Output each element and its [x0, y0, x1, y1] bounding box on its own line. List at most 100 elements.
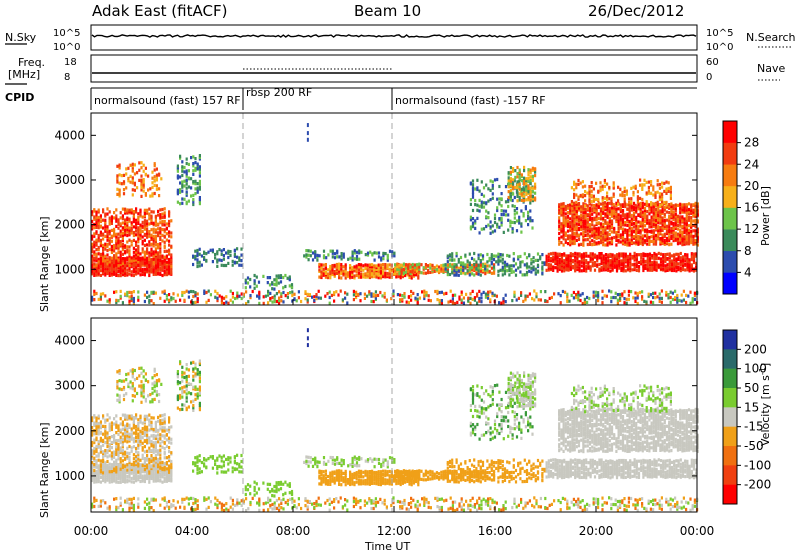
power-echo-cell [339, 289, 342, 293]
power-echo-cell [152, 272, 155, 276]
power-echo-cell [520, 194, 523, 198]
power-echo-cell [502, 298, 505, 302]
power-echo-cell [119, 242, 122, 246]
power-echo-cell [626, 263, 630, 267]
velocity-echo-cell [99, 480, 102, 484]
power-echo-cell [148, 270, 151, 274]
power-echo-cell [338, 273, 341, 277]
power-echo-cell [489, 231, 492, 235]
power-echo-cell [635, 226, 638, 231]
power-echo-cell [523, 180, 526, 184]
power-echo-cell [577, 222, 581, 227]
power-echo-cell [668, 267, 671, 271]
power-echo-cell [496, 197, 499, 201]
power-echo-cell [220, 249, 223, 253]
power-echo-cell [508, 254, 511, 258]
power-echo-cell [126, 248, 129, 252]
power-echo-cell [634, 296, 637, 300]
power-echo-cell [229, 253, 232, 258]
power-echo-cell [626, 232, 629, 237]
power-echo-cell [130, 290, 133, 295]
power-echo-cell [602, 257, 605, 261]
velocity-echo-cell [106, 475, 109, 479]
power-echo-cell [474, 221, 477, 225]
power-echo-cell [154, 228, 157, 232]
power-echo-cell [582, 220, 585, 224]
power-echo-cell [577, 202, 580, 207]
power-echo-cell [646, 233, 649, 237]
power-echo-cell [277, 274, 280, 278]
power-echo-cell [375, 271, 378, 275]
power-echo-cell [288, 284, 291, 288]
power-echo-cell [554, 261, 557, 266]
power-echo-cell [322, 273, 325, 277]
power-echo-cell [626, 235, 629, 239]
power-echo-cell [157, 253, 160, 257]
power-echo-cell [617, 185, 620, 189]
power-echo-cell [222, 257, 225, 261]
power-echo-cell [218, 294, 221, 298]
power-echo-cell [687, 236, 691, 241]
power-echo-cell [384, 263, 387, 267]
power-echo-cell [455, 273, 458, 277]
power-echo-cell [648, 212, 651, 216]
velocity-echo-cell [161, 480, 164, 484]
power-echo-cell [115, 272, 118, 276]
velocity-echo-cell [93, 459, 96, 463]
power-echo-cell [181, 173, 184, 178]
power-echo-cell [477, 266, 480, 270]
power-echo-cell [384, 267, 387, 271]
power-echo-cell [97, 263, 100, 267]
power-echo-cell [273, 282, 276, 286]
power-echo-cell [143, 293, 146, 297]
power-echo-cell [359, 299, 362, 303]
power-echo-cell [650, 229, 653, 233]
power-echo-cell [598, 262, 601, 267]
power-echo-cell [685, 203, 688, 207]
velocity-echo-cell [104, 454, 107, 458]
power-echo-cell [462, 296, 465, 300]
power-echo-cell [402, 262, 405, 266]
power-echo-cell [121, 245, 124, 249]
power-echo-cell [467, 298, 470, 302]
power-echo-cell [652, 301, 655, 305]
power-echo-cell [581, 292, 584, 296]
power-echo-cell [493, 229, 497, 233]
power-echo-cell [508, 266, 511, 270]
power-echo-cell [130, 259, 133, 263]
power-echo-cell [132, 230, 135, 235]
power-echo-cell [593, 262, 597, 266]
power-echo-cell [625, 192, 628, 196]
power-echo-cell [558, 239, 561, 243]
power-echo-cell [617, 213, 620, 217]
velocity-echo-cell [146, 467, 149, 471]
power-echo-cell [286, 292, 289, 296]
power-echo-cell [545, 268, 548, 272]
power-echo-cell [117, 220, 120, 224]
power-echo-cell [639, 224, 642, 228]
power-echo-cell [192, 290, 195, 294]
power-echo-cell [306, 300, 309, 304]
power-echo-cell [578, 263, 581, 267]
power-echo-cell [560, 213, 563, 217]
power-echo-cell [632, 217, 636, 221]
power-echo-cell [124, 292, 127, 296]
power-echo-cell [231, 259, 234, 263]
power-echo-cell [644, 266, 647, 270]
power-echo-cell [562, 213, 565, 217]
velocity-echo-cell [106, 478, 109, 482]
power-echo-cell [539, 257, 542, 261]
power-echo-cell [599, 185, 602, 189]
power-echo-cell [121, 231, 124, 235]
power-echo-cell [639, 239, 642, 243]
power-echo-cell [95, 221, 98, 225]
power-echo-cell [621, 227, 625, 231]
power-echo-cell [113, 227, 116, 231]
power-echo-cell [181, 189, 184, 193]
power-echo-cell [690, 220, 693, 225]
power-echo-cell [373, 264, 376, 268]
power-echo-cell [656, 190, 659, 194]
velocity-echo-cell [163, 479, 166, 483]
power-echo-cell [661, 202, 664, 206]
power-echo-cell [470, 256, 474, 261]
